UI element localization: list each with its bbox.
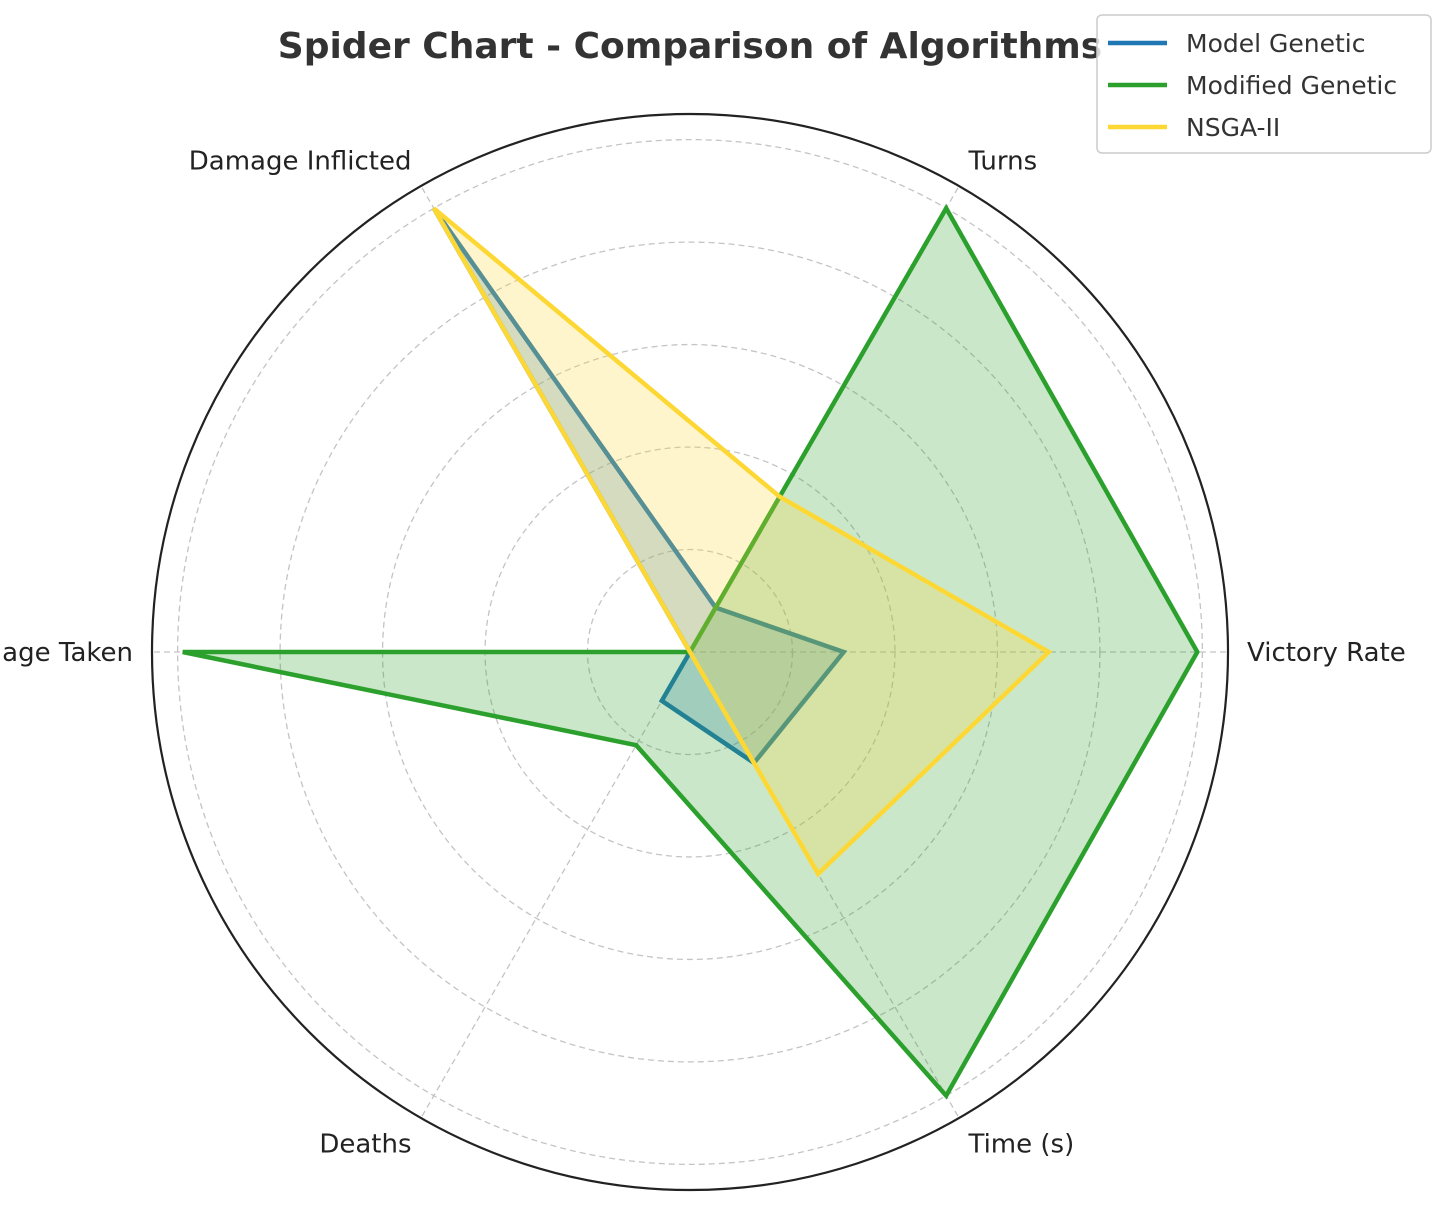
legend-label-model-genetic: Model Genetic	[1186, 29, 1365, 58]
legend-label-modified-genetic: Modified Genetic	[1186, 71, 1397, 100]
axis-label-deaths: Deaths	[319, 1129, 411, 1159]
legend: Model Genetic Modified Genetic NSGA-II	[1096, 14, 1432, 154]
axis-label-time-s: Time (s)	[968, 1129, 1075, 1159]
grid-ring-4	[279, 241, 1101, 1063]
series-line-modified-genetic	[182, 203, 1200, 1100]
series-layer	[182, 203, 1200, 1100]
legend-label-nsga-ii: NSGA-II	[1186, 113, 1280, 142]
axis-label-victory-rate: Victory Rate	[1247, 638, 1406, 668]
series-fill-model-genetic	[433, 208, 844, 763]
legend-box	[1096, 14, 1432, 154]
axis-label-turns: Turns	[968, 147, 1038, 177]
axis-label-damage-inflicted: Damage Inflicted	[189, 147, 412, 177]
series-line-nsga-ii	[431, 206, 1053, 878]
series-fill-nsga-ii	[433, 208, 1049, 874]
chart-title: Spider Chart - Comparison of Algorithms	[278, 26, 1102, 67]
axis-label-layer: Victory Rate Turns Damage Inflicted Damage …	[0, 147, 1406, 1160]
outer-frame	[150, 112, 1230, 1192]
axis-label-damage-taken: Damage Taken	[0, 638, 133, 668]
grid-layer	[152, 138, 1228, 1166]
